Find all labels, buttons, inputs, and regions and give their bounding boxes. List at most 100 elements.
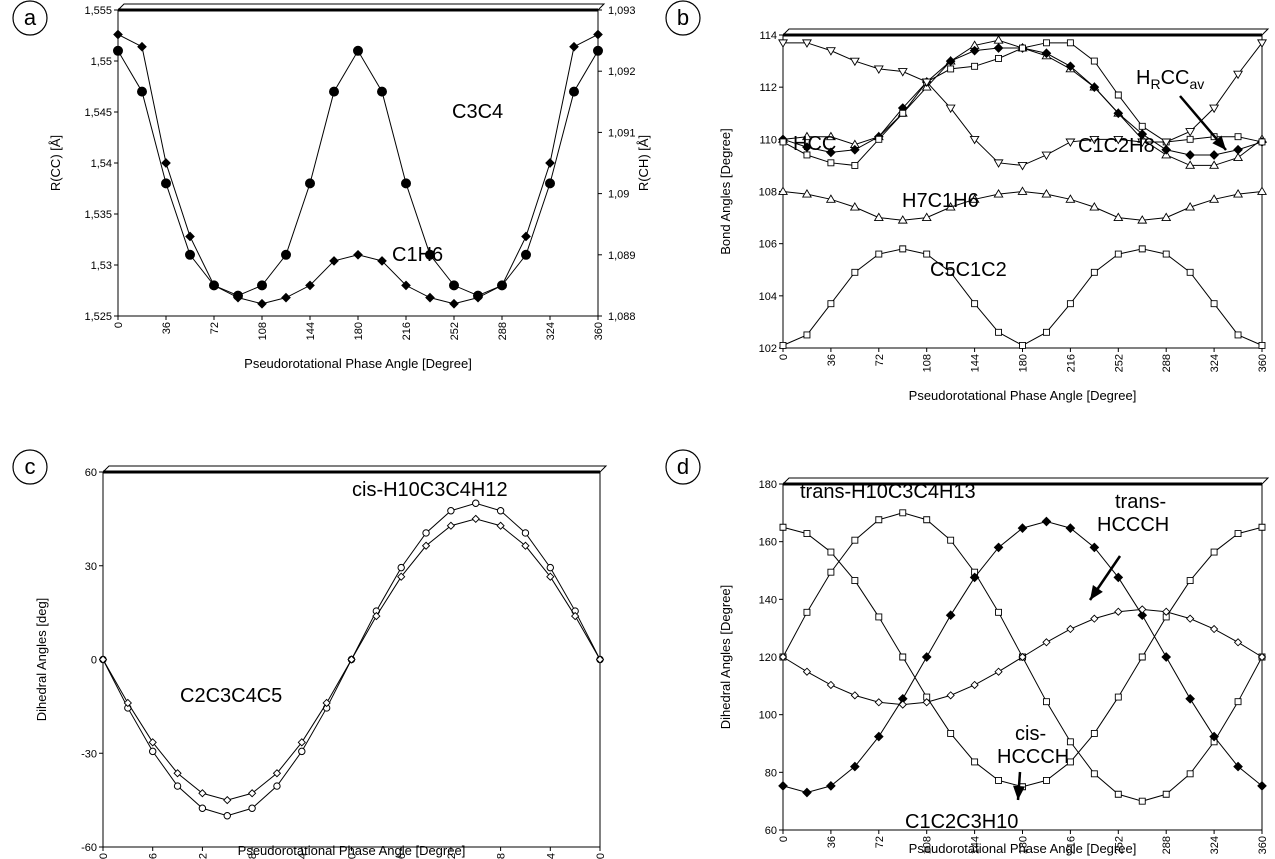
point [923, 516, 931, 524]
point [545, 178, 555, 189]
point [1113, 572, 1124, 583]
point [1089, 135, 1100, 145]
point [801, 189, 812, 198]
point [281, 249, 291, 260]
point [1186, 268, 1194, 276]
point [1137, 138, 1148, 148]
x-tick-label: 0 [98, 853, 110, 859]
point [329, 256, 339, 266]
point [850, 761, 860, 772]
point [803, 530, 811, 538]
point [825, 194, 836, 203]
point [1114, 790, 1122, 798]
point [779, 523, 787, 531]
series-label: cis-H10C3C4H12 [352, 479, 508, 501]
point [248, 804, 256, 812]
point [1113, 108, 1124, 119]
panel-badge [665, 0, 701, 36]
point [1066, 39, 1074, 47]
point [1162, 790, 1170, 798]
point [397, 563, 405, 572]
point [1090, 729, 1098, 737]
point [113, 45, 123, 56]
point [1043, 776, 1050, 784]
point [827, 300, 835, 308]
point [995, 55, 1002, 62]
point [969, 135, 980, 145]
point [1186, 614, 1195, 623]
point [1043, 328, 1050, 336]
point [825, 47, 836, 56]
point [1017, 186, 1028, 195]
x-axis-label: Pseudorotational Phase Angle [Degree] [244, 356, 472, 371]
point [257, 280, 267, 291]
y-tick-label: 0 [91, 655, 97, 667]
point [899, 653, 907, 661]
point [1186, 577, 1194, 585]
point [826, 147, 836, 158]
point [778, 39, 788, 48]
point [1114, 91, 1122, 99]
point [850, 144, 860, 155]
x-tick-label: 72 [874, 836, 886, 848]
point [98, 655, 108, 664]
y-tick-label: 1,535 [84, 209, 112, 221]
x-tick-label: 180 [347, 853, 359, 859]
point [802, 787, 812, 798]
point [993, 159, 1004, 168]
point [223, 812, 231, 820]
series-label: H7C1H6 [902, 190, 979, 212]
y-tick-label: 160 [759, 537, 777, 549]
point [1210, 548, 1218, 556]
point [397, 572, 406, 581]
point [1234, 698, 1242, 706]
point [969, 45, 980, 56]
point [945, 202, 956, 211]
point [161, 158, 171, 168]
point [223, 795, 232, 805]
point [1210, 300, 1218, 308]
point [593, 29, 603, 40]
point [993, 35, 1004, 44]
point [873, 65, 884, 74]
point [849, 202, 860, 211]
point [137, 86, 147, 97]
point [1089, 542, 1100, 553]
y-tick-label: 1,545 [84, 107, 112, 119]
point [1209, 150, 1219, 160]
point [1090, 770, 1098, 778]
series-line [782, 248, 1263, 346]
y-axis-label: Dihedral Angles [Degree] [718, 585, 733, 730]
point [994, 667, 1003, 676]
point [1233, 189, 1244, 198]
y-axis-label: Bond Angles [Degree] [718, 128, 733, 254]
x-tick-label: 144 [970, 836, 982, 854]
panel-badge [665, 449, 701, 485]
x-tick-label: 36 [826, 354, 838, 366]
point [1233, 761, 1243, 772]
point [923, 693, 931, 701]
point [305, 280, 315, 291]
x-tick-label: 216 [396, 853, 408, 859]
point [546, 572, 555, 581]
y-tick-label: -30 [81, 748, 97, 760]
y-tick-label: 1,54 [91, 158, 112, 170]
point [947, 65, 955, 73]
y-tick-label: 108 [759, 187, 777, 199]
point [1185, 160, 1196, 169]
x-tick-label: 360 [595, 853, 607, 859]
x-tick-label: 324 [1209, 354, 1221, 372]
x-tick-label: 360 [1257, 354, 1269, 372]
point [1186, 770, 1194, 778]
point [1209, 194, 1220, 203]
point [546, 563, 554, 572]
point [1089, 82, 1100, 93]
point [825, 131, 836, 141]
point [874, 698, 883, 707]
series-label: C3C4 [452, 101, 503, 123]
point [569, 86, 579, 97]
x-tick-label: 252 [446, 853, 458, 859]
point [851, 268, 859, 276]
x-tick-label: 288 [1161, 354, 1173, 372]
annotation: cis- [1015, 723, 1046, 745]
